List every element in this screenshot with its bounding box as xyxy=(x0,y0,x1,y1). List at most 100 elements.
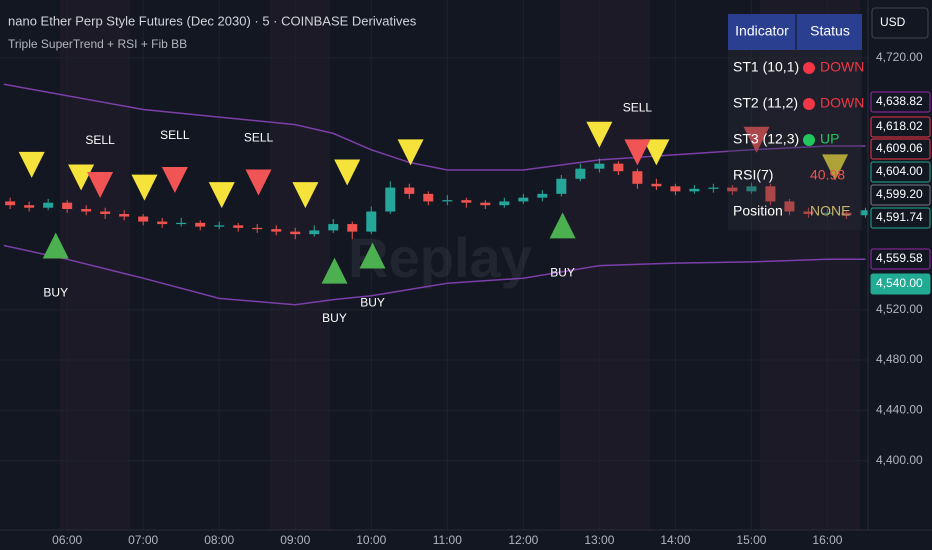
candle-body xyxy=(100,211,111,215)
candle-body xyxy=(233,225,244,228)
row-status: NONE xyxy=(810,203,850,219)
candle-body xyxy=(594,163,605,169)
price-badge-label: 4,599.20 xyxy=(876,187,923,201)
candle-body xyxy=(423,193,434,202)
signal-label: BUY xyxy=(360,296,385,310)
signal-marker xyxy=(586,121,613,148)
status-table: Indicator Status ST1 (10,1) DOWN ST2 (11,2) D… xyxy=(728,14,864,230)
y-tick-label: 4,520.00 xyxy=(876,302,923,316)
status-dot xyxy=(803,98,815,110)
signal-marker xyxy=(334,159,361,186)
candle-body xyxy=(138,216,149,222)
candle-body xyxy=(271,229,282,232)
candle-body xyxy=(195,222,206,227)
x-tick-label: 06:00 xyxy=(52,533,82,547)
row-status: DOWN xyxy=(820,59,864,75)
table-header-bg xyxy=(728,14,862,50)
y-tick-label: 4,720.00 xyxy=(876,50,923,64)
candle-body xyxy=(803,211,814,215)
price-badge xyxy=(870,91,931,113)
candle-body xyxy=(252,227,263,230)
indicator-name[interactable]: Triple SuperTrend + RSI + Fib BB xyxy=(8,37,187,51)
status-dot xyxy=(803,62,815,74)
y-tick-label: 4,400.00 xyxy=(876,453,923,467)
table-row-bg xyxy=(728,50,862,86)
candle-body xyxy=(784,201,795,212)
signal-marker xyxy=(245,169,272,196)
signal-marker xyxy=(321,257,348,284)
candle-body xyxy=(537,193,548,198)
row-name: RSI(7) xyxy=(733,167,773,183)
axis-labels: 4,720.00 4,520.00 4,480.00 4,440.00 4,400.00… xyxy=(52,50,931,547)
candle-body xyxy=(5,201,16,206)
row-name: ST3 (12,3) xyxy=(733,131,799,147)
signal-marker xyxy=(68,164,95,191)
x-tick-label: 09:00 xyxy=(280,533,310,547)
candle-body xyxy=(765,186,776,202)
x-tick-label: 12:00 xyxy=(508,533,538,547)
lower-band xyxy=(3,244,866,306)
candle-body xyxy=(746,186,757,192)
signal-marker xyxy=(208,182,235,209)
x-tick-label: 14:00 xyxy=(660,533,690,547)
signal-marker xyxy=(643,139,670,166)
price-badge xyxy=(870,248,931,270)
table-row-bg xyxy=(728,194,862,230)
y-tick-label: 4,480.00 xyxy=(876,352,923,366)
signal-marker xyxy=(822,154,849,181)
row-status: DOWN xyxy=(820,95,864,111)
symbol-title[interactable]: nano Ether Perp Style Futures (Dec 2030)… xyxy=(8,13,417,28)
signal-label: SELL xyxy=(160,128,190,142)
candle-body xyxy=(24,205,35,208)
candle-body xyxy=(651,183,662,187)
signal-label: SELL xyxy=(623,100,653,114)
signal-label: BUY xyxy=(322,311,347,325)
candle-body xyxy=(119,214,130,217)
x-tick-label: 11:00 xyxy=(433,533,462,547)
candle-body xyxy=(62,202,73,209)
x-tick-label: 07:00 xyxy=(128,533,158,547)
row-status: 40.98 xyxy=(810,167,845,183)
signal-marker xyxy=(18,151,45,178)
candle-body xyxy=(689,188,700,192)
price-badge-label: 4,540.00 xyxy=(876,276,923,290)
price-badge xyxy=(870,184,931,206)
candle-body xyxy=(480,202,491,206)
signal-marker xyxy=(397,139,424,166)
candle-body xyxy=(404,187,415,194)
table-row-bg xyxy=(728,122,862,158)
session-shade xyxy=(270,0,330,530)
signal-marker xyxy=(161,167,188,194)
candle-body xyxy=(366,211,377,232)
candle-body xyxy=(309,230,320,235)
session-shade xyxy=(760,0,860,530)
signal-label: BUY xyxy=(43,286,68,300)
candle-body xyxy=(43,202,54,208)
currency-button[interactable] xyxy=(871,7,929,39)
candle-body xyxy=(385,187,396,212)
table-row-bg xyxy=(728,86,862,122)
price-badge-label: 4,609.06 xyxy=(876,141,923,155)
candle-body xyxy=(613,163,624,172)
candle-body xyxy=(157,221,168,225)
signal-marker xyxy=(87,172,114,199)
price-badge-label: 4,591.74 xyxy=(876,210,923,224)
signal-marker xyxy=(292,182,319,209)
signal-marker xyxy=(359,242,386,269)
price-badge-label: 4,618.02 xyxy=(876,119,923,133)
currency[interactable]: USD xyxy=(880,15,906,29)
candle-body xyxy=(632,171,643,184)
candle-body xyxy=(727,187,738,192)
candle-body xyxy=(176,222,187,225)
candle-body xyxy=(442,200,453,202)
table-header: Status xyxy=(810,23,850,39)
price-badge xyxy=(870,116,931,138)
candle-body xyxy=(556,178,567,194)
table-header: Indicator xyxy=(735,23,789,39)
candle-body xyxy=(518,197,529,202)
y-tick-label: 4,440.00 xyxy=(876,403,923,417)
x-tick-label: 08:00 xyxy=(204,533,234,547)
candle-body xyxy=(81,208,92,212)
